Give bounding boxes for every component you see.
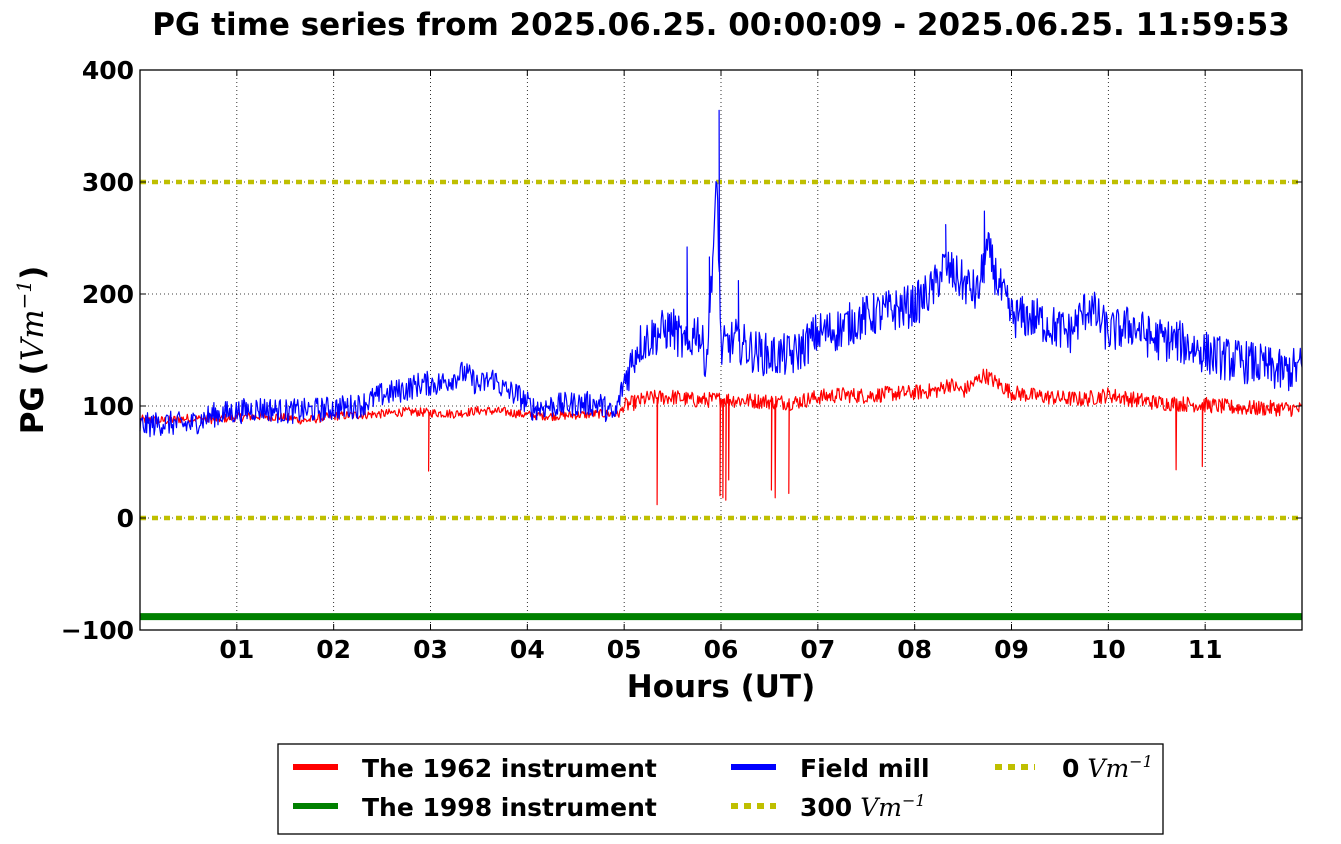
x-tick-label: 09 <box>994 635 1029 664</box>
x-tick-label: 06 <box>704 635 739 664</box>
series-line-field-mill <box>139 109 1303 438</box>
x-tick-label: 04 <box>510 635 545 664</box>
y-tick-label: 200 <box>82 280 134 309</box>
y-tick-label: 400 <box>82 56 134 85</box>
x-tick-label: 10 <box>1091 635 1126 664</box>
legend-item-300: 300 Vm−1 <box>731 791 926 822</box>
x-tick-label: 02 <box>316 635 351 664</box>
y-tick-label: 0 <box>117 504 134 533</box>
series-group <box>139 109 1303 621</box>
legend-box <box>277 743 1164 835</box>
legend-item-field-mill: Field mill <box>731 754 930 783</box>
legend-label-1962: The 1962 instrument <box>362 754 657 783</box>
legend-label-1998: The 1998 instrument <box>362 793 657 822</box>
y-label-exp: −1 <box>12 280 36 309</box>
x-tick-label: 11 <box>1188 635 1223 664</box>
x-tick-label: 05 <box>607 635 642 664</box>
y-axis-label: PG (Vm−1) <box>12 266 51 435</box>
x-axis-ticks: 01 02 03 04 05 06 07 08 09 10 11 <box>219 70 1223 664</box>
y-tick-label: −100 <box>61 616 134 645</box>
series-line-the-1962-instrument <box>139 368 1303 506</box>
y-axis-ticks: −100 0 100 200 300 400 <box>61 56 1302 645</box>
legend-item-0: 0 Vm−1 <box>995 752 1153 783</box>
reference-lines <box>140 179 1302 521</box>
chart-title: PG time series from 2025.06.25. 00:00:09… <box>152 7 1290 43</box>
x-tick-label: 07 <box>800 635 835 664</box>
x-tick-label: 08 <box>897 635 932 664</box>
x-tick-label: 03 <box>413 635 448 664</box>
legend: The 1962 instrument The 1998 instrument … <box>277 743 1164 835</box>
legend-label-300: 300 Vm−1 <box>800 791 926 822</box>
y-label-prefix: PG ( <box>15 361 51 434</box>
legend-item-1998: The 1998 instrument <box>293 793 657 822</box>
x-axis-label: Hours (UT) <box>627 669 816 705</box>
x-tick-label: 01 <box>219 635 254 664</box>
svg-text:PG (Vm−1): PG (Vm−1) <box>12 266 51 435</box>
legend-item-1962: The 1962 instrument <box>293 754 657 783</box>
y-tick-label: 300 <box>82 168 134 197</box>
legend-label-field-mill: Field mill <box>800 754 930 783</box>
y-label-unit: Vm <box>15 309 51 361</box>
y-tick-label: 100 <box>82 392 134 421</box>
legend-label-0: 0 Vm−1 <box>1062 752 1153 783</box>
y-label-suffix: ) <box>15 266 51 280</box>
